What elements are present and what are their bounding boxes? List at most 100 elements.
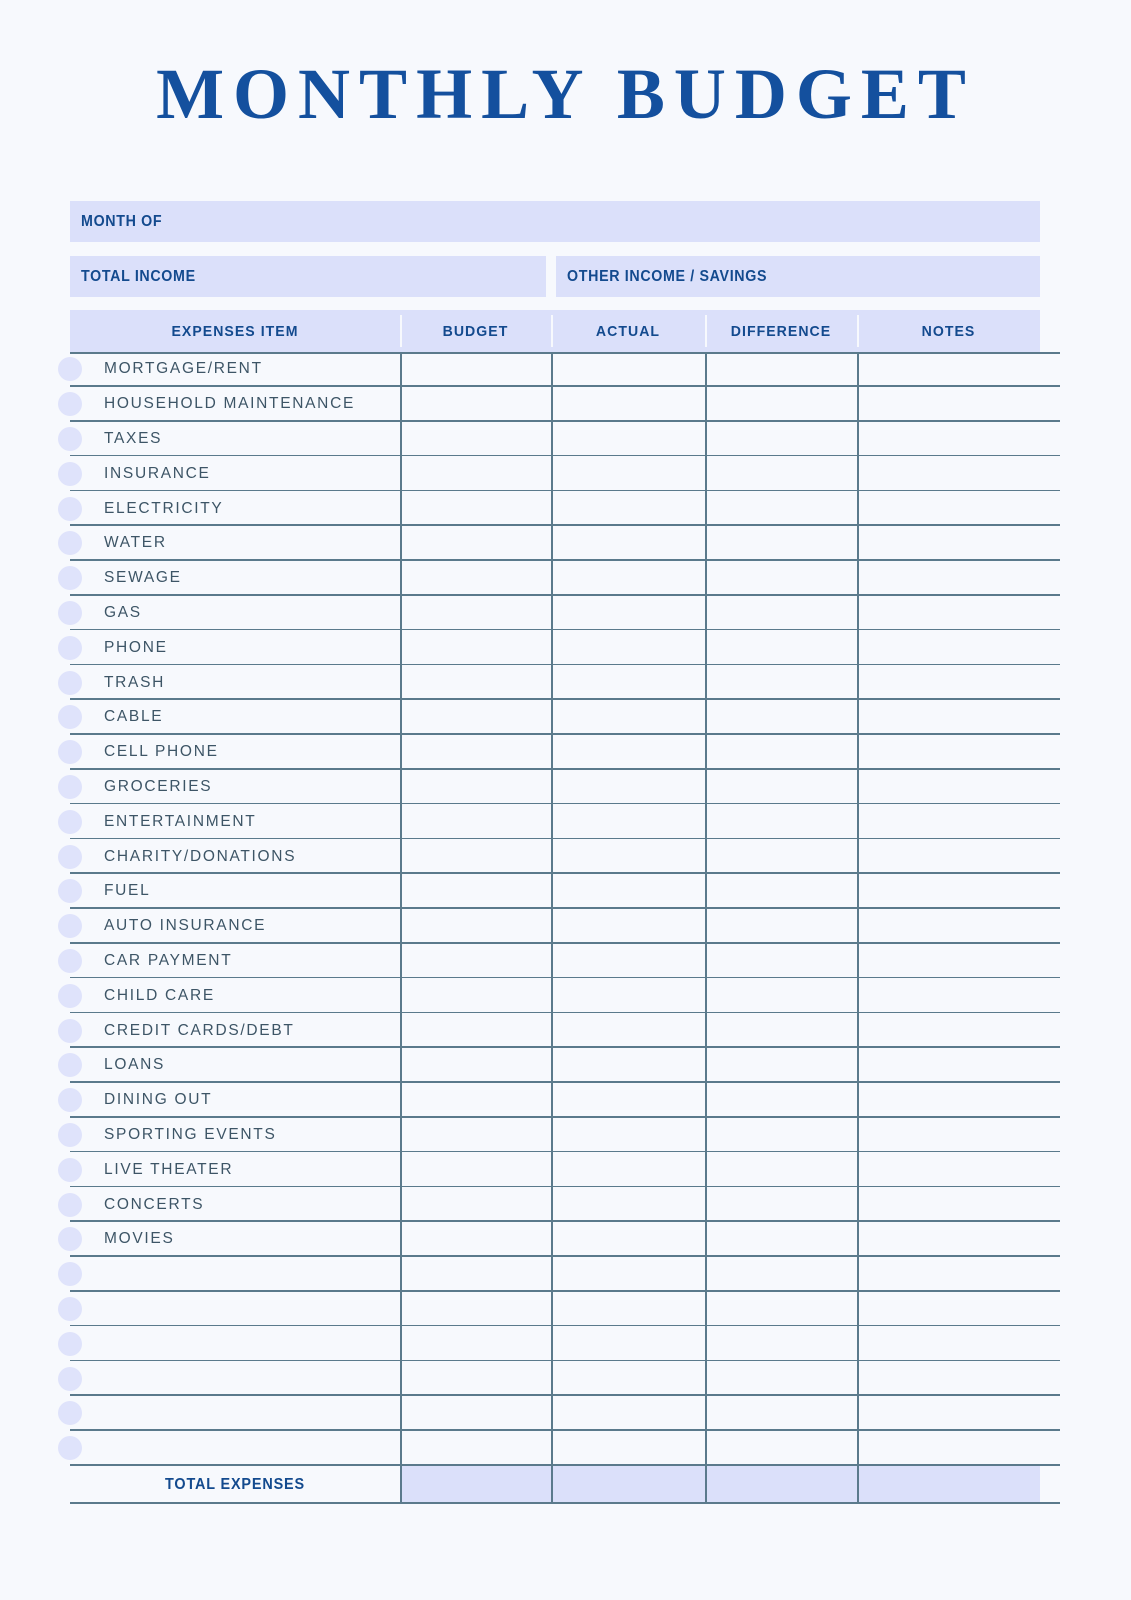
- expense-item-label[interactable]: INSURANCE: [104, 464, 211, 482]
- cell-budget[interactable]: [400, 491, 551, 526]
- cell-actual[interactable]: [551, 909, 705, 944]
- cell-budget[interactable]: [400, 1431, 551, 1466]
- cell-difference[interactable]: [705, 526, 857, 561]
- expense-item-label[interactable]: PHONE: [104, 638, 168, 656]
- cell-notes[interactable]: [857, 561, 1040, 596]
- cell-budget[interactable]: [400, 944, 551, 979]
- expense-item-label[interactable]: ELECTRICITY: [104, 499, 224, 517]
- cell-budget[interactable]: [400, 1152, 551, 1187]
- cell-difference[interactable]: [705, 874, 857, 909]
- total-income-field[interactable]: TOTAL INCOME: [70, 256, 546, 297]
- expense-item-label[interactable]: MORTGAGE/RENT: [104, 360, 263, 378]
- cell-notes[interactable]: [857, 1292, 1040, 1327]
- cell-notes[interactable]: [857, 526, 1040, 561]
- cell-budget[interactable]: [400, 874, 551, 909]
- expense-item-label[interactable]: AUTO INSURANCE: [104, 917, 267, 935]
- cell-actual[interactable]: [551, 1152, 705, 1187]
- cell-actual[interactable]: [551, 1431, 705, 1466]
- cell-actual[interactable]: [551, 1118, 705, 1153]
- cell-difference[interactable]: [705, 770, 857, 805]
- cell-notes[interactable]: [857, 1257, 1040, 1292]
- expense-item-label[interactable]: CHILD CARE: [104, 986, 215, 1004]
- cell-actual[interactable]: [551, 561, 705, 596]
- cell-budget[interactable]: [400, 526, 551, 561]
- cell-budget[interactable]: [400, 1083, 551, 1118]
- cell-notes[interactable]: [857, 770, 1040, 805]
- cell-actual[interactable]: [551, 804, 705, 839]
- cell-notes[interactable]: [857, 1396, 1040, 1431]
- cell-notes[interactable]: [857, 1152, 1040, 1187]
- expense-item-label[interactable]: FUEL: [104, 882, 151, 900]
- cell-actual[interactable]: [551, 978, 705, 1013]
- cell-actual[interactable]: [551, 1292, 705, 1327]
- cell-notes[interactable]: [857, 1222, 1040, 1257]
- cell-difference[interactable]: [705, 1048, 857, 1083]
- cell-budget[interactable]: [400, 770, 551, 805]
- cell-actual[interactable]: [551, 491, 705, 526]
- cell-difference[interactable]: [705, 1013, 857, 1048]
- cell-notes[interactable]: [857, 352, 1040, 387]
- cell-budget[interactable]: [400, 909, 551, 944]
- cell-budget[interactable]: [400, 387, 551, 422]
- cell-budget[interactable]: [400, 1396, 551, 1431]
- cell-notes[interactable]: [857, 944, 1040, 979]
- cell-actual[interactable]: [551, 944, 705, 979]
- cell-difference[interactable]: [705, 1187, 857, 1222]
- cell-difference[interactable]: [705, 1361, 857, 1396]
- cell-notes[interactable]: [857, 1118, 1040, 1153]
- cell-difference[interactable]: [705, 909, 857, 944]
- cell-notes[interactable]: [857, 491, 1040, 526]
- expense-item-label[interactable]: DINING OUT: [104, 1091, 213, 1109]
- cell-difference[interactable]: [705, 1292, 857, 1327]
- cell-difference[interactable]: [705, 1326, 857, 1361]
- cell-difference[interactable]: [705, 1083, 857, 1118]
- cell-budget[interactable]: [400, 1361, 551, 1396]
- cell-budget[interactable]: [400, 1222, 551, 1257]
- cell-actual[interactable]: [551, 839, 705, 874]
- cell-notes[interactable]: [857, 1326, 1040, 1361]
- cell-budget[interactable]: [400, 1326, 551, 1361]
- cell-notes[interactable]: [857, 456, 1040, 491]
- cell-budget[interactable]: [400, 596, 551, 631]
- cell-budget[interactable]: [400, 1187, 551, 1222]
- cell-difference[interactable]: [705, 839, 857, 874]
- cell-budget[interactable]: [400, 1013, 551, 1048]
- cell-actual[interactable]: [551, 422, 705, 457]
- cell-budget[interactable]: [400, 422, 551, 457]
- cell-difference[interactable]: [705, 1222, 857, 1257]
- expense-item-label[interactable]: SEWAGE: [104, 569, 182, 587]
- cell-notes[interactable]: [857, 1048, 1040, 1083]
- cell-difference[interactable]: [705, 1152, 857, 1187]
- cell-difference[interactable]: [705, 1118, 857, 1153]
- expense-item-label[interactable]: GAS: [104, 603, 142, 621]
- cell-actual[interactable]: [551, 1326, 705, 1361]
- cell-notes[interactable]: [857, 1013, 1040, 1048]
- expense-item-label[interactable]: WATER: [104, 534, 167, 552]
- cell-budget[interactable]: [400, 456, 551, 491]
- cell-notes[interactable]: [857, 1083, 1040, 1118]
- cell-budget[interactable]: [400, 1292, 551, 1327]
- cell-notes[interactable]: [857, 630, 1040, 665]
- cell-notes[interactable]: [857, 665, 1040, 700]
- cell-notes[interactable]: [857, 1187, 1040, 1222]
- cell-difference[interactable]: [705, 665, 857, 700]
- total-budget-cell[interactable]: [400, 1465, 551, 1504]
- other-income-savings-field[interactable]: OTHER INCOME / SAVINGS: [556, 256, 1040, 297]
- cell-notes[interactable]: [857, 839, 1040, 874]
- cell-actual[interactable]: [551, 1396, 705, 1431]
- cell-difference[interactable]: [705, 700, 857, 735]
- total-difference-cell[interactable]: [705, 1465, 857, 1504]
- cell-actual[interactable]: [551, 1361, 705, 1396]
- cell-budget[interactable]: [400, 839, 551, 874]
- total-actual-cell[interactable]: [551, 1465, 705, 1504]
- cell-difference[interactable]: [705, 804, 857, 839]
- cell-budget[interactable]: [400, 1118, 551, 1153]
- cell-difference[interactable]: [705, 561, 857, 596]
- expense-item-label[interactable]: CELL PHONE: [104, 743, 219, 761]
- cell-difference[interactable]: [705, 978, 857, 1013]
- cell-budget[interactable]: [400, 561, 551, 596]
- expense-item-label[interactable]: CAR PAYMENT: [104, 951, 233, 969]
- month-of-field[interactable]: MONTH OF: [70, 201, 1040, 242]
- cell-actual[interactable]: [551, 874, 705, 909]
- cell-difference[interactable]: [705, 1257, 857, 1292]
